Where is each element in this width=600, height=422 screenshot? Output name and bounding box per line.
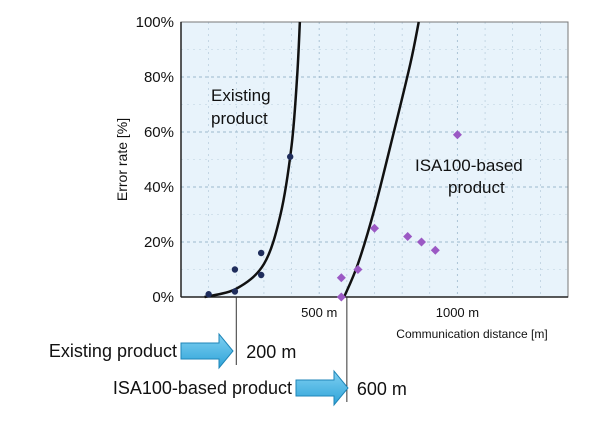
- annotation-isa100-line2: product: [448, 178, 505, 197]
- y-tick-label: 20%: [144, 234, 174, 251]
- y-tick-label: 0%: [152, 289, 174, 306]
- right-arrow-icon: [180, 332, 234, 370]
- existing-product-point: [205, 291, 212, 298]
- isa100-product-point: [452, 130, 462, 140]
- existing-product-point: [286, 153, 294, 160]
- existing-product-distance: 200 m: [246, 342, 296, 362]
- comparison-rows: Existing product 200 m ISA100-based produc…: [49, 297, 407, 407]
- annotation-existing-line2: product: [211, 109, 268, 128]
- y-tick-label: 100%: [136, 14, 174, 31]
- y-axis-title: Error rate [%]: [114, 118, 130, 201]
- x-tick-label: 500 m: [301, 305, 337, 320]
- y-tick-labels: 0% 20% 40% 60% 80% 100%: [136, 14, 174, 306]
- y-tick-label: 80%: [144, 69, 174, 86]
- x-tick-labels: 500 m 1000 m: [301, 305, 479, 320]
- y-tick-label: 60%: [144, 124, 174, 141]
- annotation-isa100-line1: ISA100-based: [415, 156, 523, 175]
- y-tick-label: 40%: [144, 179, 174, 196]
- existing-product-point: [257, 249, 265, 257]
- existing-product-point: [231, 288, 239, 295]
- annotation-isa100-product: ISA100-based product: [415, 156, 527, 197]
- annotation-existing-product: Existing product: [211, 86, 275, 128]
- x-tick-label: 1000 m: [436, 305, 479, 320]
- right-arrow-icon: [295, 369, 349, 407]
- axes: [180, 21, 569, 298]
- isa100-product-row-label: ISA100-based product: [113, 378, 292, 398]
- gridlines: [181, 21, 568, 297]
- isa100-product-distance: 600 m: [357, 379, 407, 399]
- isa100-product-point: [403, 231, 413, 242]
- annotation-existing-line1: Existing: [211, 86, 271, 105]
- existing-product-point: [231, 266, 239, 273]
- existing-product-point: [257, 271, 265, 279]
- existing-product-row-label: Existing product: [49, 341, 177, 361]
- x-axis-title: Communication distance [m]: [396, 327, 547, 341]
